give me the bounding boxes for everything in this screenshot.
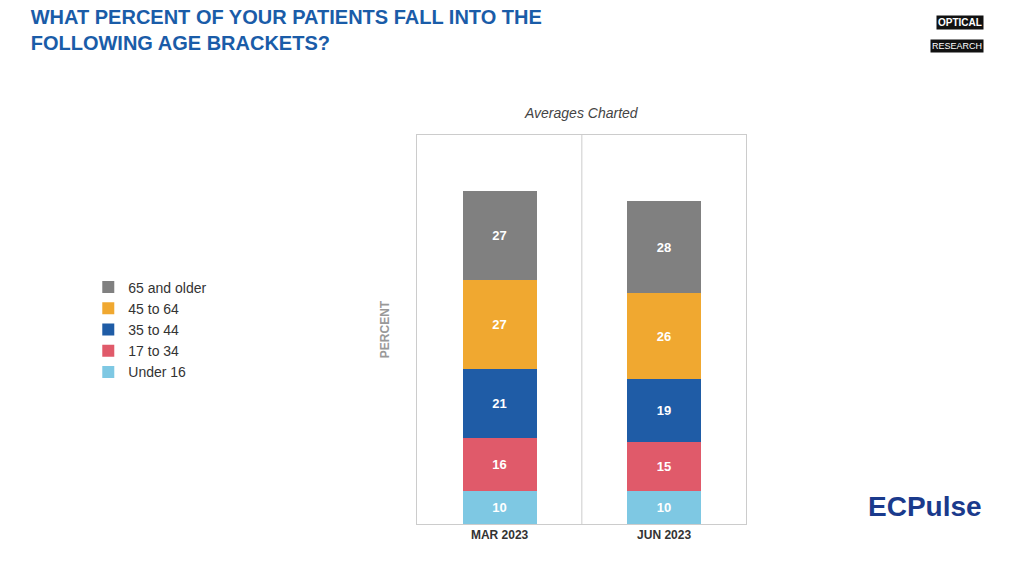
svg-text:16: 16 xyxy=(492,457,506,472)
svg-text:10: 10 xyxy=(657,500,671,515)
svg-text:27: 27 xyxy=(492,317,506,332)
svg-text:19: 19 xyxy=(657,403,671,418)
svg-text:45 to 64: 45 to 64 xyxy=(128,301,179,317)
svg-text:28: 28 xyxy=(657,240,671,255)
svg-text:RESEARCH: RESEARCH xyxy=(932,41,982,51)
svg-text:21: 21 xyxy=(492,396,506,411)
svg-text:JUN 2023: JUN 2023 xyxy=(637,528,691,542)
svg-text:Averages Charted: Averages Charted xyxy=(524,105,639,121)
svg-text:10: 10 xyxy=(492,500,506,515)
svg-text:ECPulse: ECPulse xyxy=(868,491,982,522)
svg-text:PERCENT: PERCENT xyxy=(378,300,392,358)
svg-text:26: 26 xyxy=(657,329,671,344)
svg-text:OPTICAL: OPTICAL xyxy=(938,17,982,28)
svg-text:MAR 2023: MAR 2023 xyxy=(471,528,529,542)
svg-text:Under 16: Under 16 xyxy=(128,364,186,380)
svg-text:27: 27 xyxy=(492,228,506,243)
svg-text:17 to 34: 17 to 34 xyxy=(128,343,179,359)
svg-text:65 and older: 65 and older xyxy=(128,280,206,296)
svg-text:WHAT PERCENT OF YOUR PATIENTS: WHAT PERCENT OF YOUR PATIENTS FALL INTO … xyxy=(31,6,542,54)
svg-text:15: 15 xyxy=(657,459,671,474)
svg-text:35 to 44: 35 to 44 xyxy=(128,322,179,338)
